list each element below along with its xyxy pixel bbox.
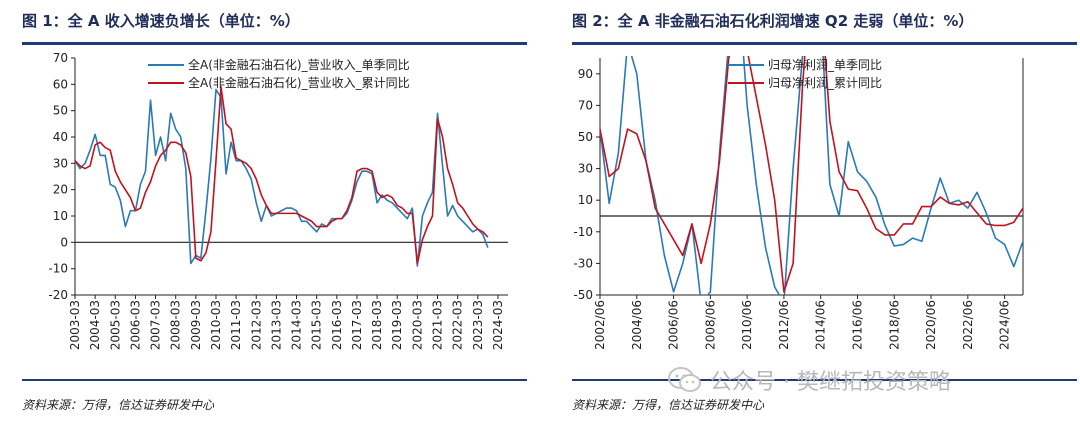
x-tick-label: 2012-03 bbox=[249, 300, 263, 350]
x-tick-label: 2021-03 bbox=[431, 300, 445, 350]
watermark: 公众号 · 樊继拓投资策略 bbox=[668, 362, 951, 398]
y-tick-label: 30 bbox=[53, 156, 68, 170]
legend-label: 全A(非金融石油石化)_营业收入_累计同比 bbox=[188, 75, 410, 90]
y-tick-label: -10 bbox=[573, 225, 593, 239]
y-tick-label: 10 bbox=[578, 193, 593, 207]
series-line-quarterly bbox=[75, 88, 489, 267]
figure-2: 图 2：全 A 非金融石油石化利润增速 Q2 走弱（单位：%） -50 -30 -1… bbox=[550, 0, 1080, 425]
x-tick-label: 2024/06 bbox=[998, 300, 1012, 350]
x-tick-label: 2004/06 bbox=[630, 300, 644, 350]
x-tick-label: 2012/06 bbox=[777, 300, 791, 350]
profit-growth-chart: -50 -30 -10 10 30 50 70 90 2002/06 2004/06 2006/06… bbox=[573, 56, 1024, 350]
revenue-growth-chart: -20 -10 0 10 20 30 40 50 60 70 2003-03 2004-03 2005-… bbox=[48, 51, 508, 350]
x-tick-label: 2010-03 bbox=[209, 300, 223, 350]
y-tick-label: 0 bbox=[60, 235, 68, 249]
y-tick-label: 20 bbox=[53, 183, 68, 197]
figure-1-source: 资料来源：万得，信达证券研发中心 bbox=[22, 398, 215, 412]
axes: -50 -30 -10 10 30 50 70 90 2002/06 2004/06 2006/06… bbox=[573, 58, 1024, 350]
y-tick-label: -20 bbox=[48, 288, 68, 302]
legend-pad bbox=[144, 55, 148, 71]
watermark-text: 公众号 · 樊继拓投资策略 bbox=[710, 370, 951, 395]
x-tick-label: 2020/06 bbox=[924, 300, 938, 350]
x-tick-label: 2014/06 bbox=[814, 300, 828, 350]
x-tick-label: 2009-03 bbox=[189, 300, 203, 350]
series-line-cumulative bbox=[600, 56, 1023, 293]
y-tick-label: 60 bbox=[53, 77, 68, 91]
x-tick-label: 2006-03 bbox=[128, 300, 142, 350]
y-tick-label: -50 bbox=[573, 288, 593, 302]
x-tick-label: 2011-03 bbox=[229, 300, 243, 350]
figure-2-title: 图 2：全 A 非金融石油石化利润增速 Q2 走弱（单位：%） bbox=[572, 12, 974, 30]
x-tick-label: 2007-03 bbox=[149, 300, 163, 350]
series-line-quarterly bbox=[600, 56, 1023, 295]
figure-2-bottom-rule bbox=[572, 379, 1077, 381]
x-tick-label: 2022/06 bbox=[961, 300, 975, 350]
x-tick-label: 2018/06 bbox=[887, 300, 901, 350]
y-tick-label: 50 bbox=[53, 104, 68, 118]
x-tick-label: 2016-03 bbox=[330, 300, 344, 350]
x-tick-label: 2004-03 bbox=[88, 300, 102, 350]
x-tick-label: 2005-03 bbox=[108, 300, 122, 350]
y-tick-label: 40 bbox=[53, 130, 68, 144]
x-tick-label: 2019-03 bbox=[390, 300, 404, 350]
y-tick-label: 10 bbox=[53, 209, 68, 223]
x-tick-label: 2016/06 bbox=[850, 300, 864, 350]
x-tick-label: 2024-03 bbox=[491, 300, 505, 350]
y-tick-label: -10 bbox=[48, 262, 68, 276]
figure-1: 图 1：全 A 收入增速负增长（单位：%） -20 -10 0 10 20 30 40 50 6… bbox=[0, 0, 530, 425]
x-tick-label: 2008/06 bbox=[703, 300, 717, 350]
x-tick-label: 2003-03 bbox=[68, 300, 82, 350]
x-tick-label: 2008-03 bbox=[169, 300, 183, 350]
figure-2-source: 资料来源：万得，信达证券研发中心 bbox=[572, 398, 765, 412]
y-tick-label: 70 bbox=[53, 51, 68, 65]
x-tick-label: 2017-03 bbox=[350, 300, 364, 350]
x-tick-label: 2010/06 bbox=[740, 300, 754, 350]
x-tick-label: 2018-03 bbox=[370, 300, 384, 350]
figure-1-bottom-rule bbox=[22, 379, 527, 381]
x-tick-label: 2020-03 bbox=[410, 300, 424, 350]
legend-pad bbox=[144, 73, 148, 89]
y-tick-label: 30 bbox=[578, 162, 593, 176]
x-tick-label: 2013-03 bbox=[269, 300, 283, 350]
figure-1-title: 图 1：全 A 收入增速负增长（单位：%） bbox=[22, 12, 300, 30]
y-tick-label: 70 bbox=[578, 98, 593, 112]
figure-1-top-rule bbox=[22, 42, 527, 45]
legend: 全A(非金融石油石化)_营业收入_单季同比全A(非金融石油石化)_营业收入_累计… bbox=[144, 55, 410, 90]
series-line-cumulative bbox=[75, 86, 489, 265]
x-tick-label: 2014-03 bbox=[290, 300, 304, 350]
x-tick-label: 2022-03 bbox=[451, 300, 465, 350]
axes: -20 -10 0 10 20 30 40 50 60 70 2003-03 2004-03 2005-… bbox=[48, 51, 508, 350]
x-tick-label: 2006/06 bbox=[667, 300, 681, 350]
wechat-icon bbox=[668, 366, 702, 394]
legend-label: 全A(非金融石油石化)_营业收入_单季同比 bbox=[188, 57, 410, 72]
legend-label: 归母净利润_单季同比 bbox=[768, 58, 882, 72]
x-tick-label: 2015-03 bbox=[310, 300, 324, 350]
y-tick-label: 50 bbox=[578, 130, 593, 144]
x-tick-label: 2023-03 bbox=[471, 300, 485, 350]
x-tick-label: 2002/06 bbox=[593, 300, 607, 350]
figure-2-top-rule bbox=[572, 42, 1077, 45]
legend-label: 归母净利润_累计同比 bbox=[768, 76, 882, 90]
y-tick-label: -30 bbox=[573, 256, 593, 270]
y-tick-label: 90 bbox=[578, 67, 593, 81]
